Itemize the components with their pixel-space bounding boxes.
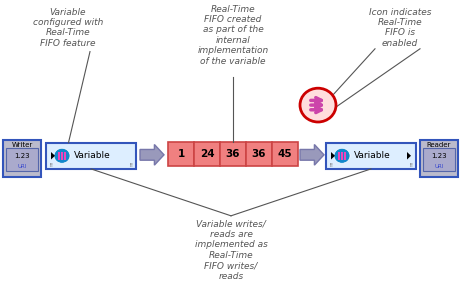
Text: 1.23: 1.23 <box>431 153 447 159</box>
FancyBboxPatch shape <box>58 152 60 160</box>
FancyBboxPatch shape <box>246 142 272 166</box>
FancyBboxPatch shape <box>272 142 298 166</box>
FancyBboxPatch shape <box>220 142 246 166</box>
FancyBboxPatch shape <box>326 143 416 169</box>
Text: Variable: Variable <box>354 151 391 160</box>
Text: Icon indicates
Real-Time
FIFO is
enabled: Icon indicates Real-Time FIFO is enabled <box>369 8 431 48</box>
Text: URI: URI <box>434 164 444 168</box>
Circle shape <box>334 148 350 163</box>
Text: Variable: Variable <box>74 151 111 160</box>
Polygon shape <box>331 152 335 160</box>
FancyBboxPatch shape <box>46 143 136 169</box>
FancyBboxPatch shape <box>3 140 41 177</box>
Text: URI: URI <box>17 164 27 168</box>
Polygon shape <box>407 152 411 160</box>
Circle shape <box>300 88 336 122</box>
Text: !!: !! <box>328 163 333 168</box>
Text: Reader: Reader <box>427 142 451 148</box>
Text: 1: 1 <box>178 149 185 159</box>
FancyBboxPatch shape <box>423 148 455 171</box>
FancyBboxPatch shape <box>61 152 63 160</box>
Text: 24: 24 <box>200 149 214 159</box>
Text: !!: !! <box>48 163 53 168</box>
FancyBboxPatch shape <box>338 152 340 160</box>
Text: !!: !! <box>408 163 413 168</box>
Text: 36: 36 <box>226 149 240 159</box>
Text: 1.23: 1.23 <box>14 153 30 159</box>
Polygon shape <box>51 152 55 160</box>
Text: Writer: Writer <box>11 142 33 148</box>
Circle shape <box>54 148 70 163</box>
FancyBboxPatch shape <box>6 148 38 171</box>
FancyBboxPatch shape <box>194 142 220 166</box>
Polygon shape <box>300 144 324 165</box>
Polygon shape <box>140 144 164 165</box>
Text: 45: 45 <box>278 149 292 159</box>
FancyBboxPatch shape <box>341 152 343 160</box>
FancyBboxPatch shape <box>64 152 66 160</box>
FancyBboxPatch shape <box>420 140 458 177</box>
FancyBboxPatch shape <box>344 152 346 160</box>
Text: 36: 36 <box>252 149 266 159</box>
Text: Variable writes/
reads are
implemented as
Real-Time
FIFO writes/
reads: Variable writes/ reads are implemented a… <box>195 220 267 280</box>
Text: Real-Time
FIFO created
as part of the
internal
implementation
of the variable: Real-Time FIFO created as part of the in… <box>198 5 268 66</box>
Text: Variable
configured with
Real-Time
FIFO feature: Variable configured with Real-Time FIFO … <box>33 8 103 48</box>
Text: !!: !! <box>128 163 133 168</box>
FancyBboxPatch shape <box>168 142 194 166</box>
